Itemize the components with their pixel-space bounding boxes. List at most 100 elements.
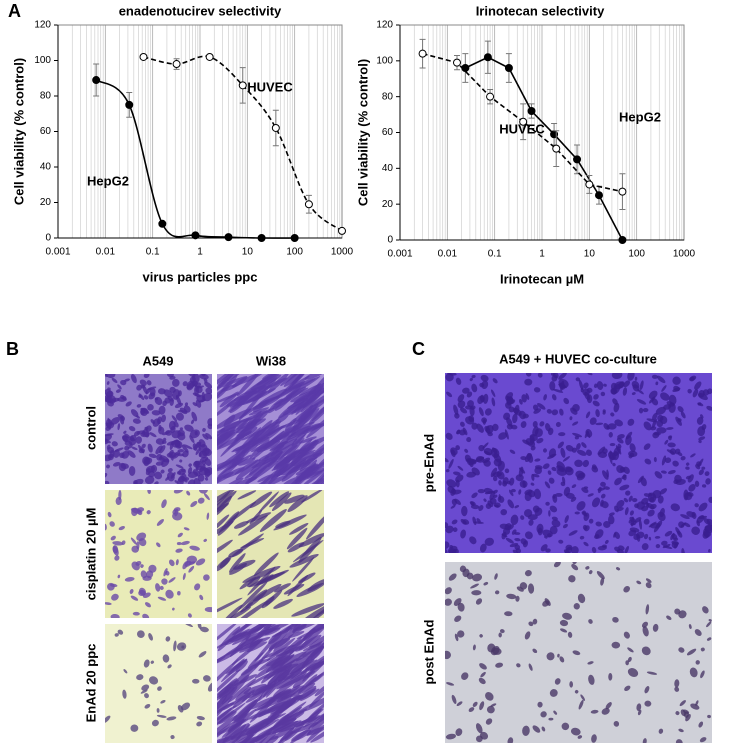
cell xyxy=(498,432,507,440)
cell xyxy=(504,523,512,531)
cell xyxy=(698,436,706,441)
cell xyxy=(267,668,287,685)
y-tick-label: 120 xyxy=(34,20,51,31)
cell xyxy=(702,389,710,396)
cell xyxy=(476,518,481,523)
cell xyxy=(167,664,172,669)
cell xyxy=(110,614,120,618)
cell xyxy=(256,425,285,446)
cell xyxy=(142,613,150,618)
cell xyxy=(600,481,606,487)
cell xyxy=(540,544,548,552)
cell xyxy=(655,543,661,549)
x-tick-label: 10 xyxy=(242,247,254,258)
cell xyxy=(467,400,475,408)
cell xyxy=(520,515,525,520)
row-label: pre-EnAd xyxy=(421,434,436,493)
cell xyxy=(524,453,532,463)
data-point xyxy=(205,52,214,61)
cell xyxy=(470,583,480,589)
cell xyxy=(235,660,248,673)
cell xyxy=(128,426,136,432)
cell xyxy=(614,419,624,427)
cell xyxy=(189,429,200,439)
cell xyxy=(229,390,257,408)
cell xyxy=(583,541,589,547)
cell xyxy=(217,669,241,696)
cell xyxy=(536,438,544,444)
cell xyxy=(159,445,166,454)
cell xyxy=(645,604,650,615)
cell xyxy=(217,374,235,387)
cell xyxy=(454,412,460,419)
cell xyxy=(168,449,174,457)
cell xyxy=(131,446,138,451)
cell xyxy=(705,478,711,485)
cell xyxy=(471,383,478,393)
cell xyxy=(175,394,179,398)
cell xyxy=(147,490,151,494)
cell xyxy=(240,624,277,637)
cell xyxy=(451,519,458,525)
cell xyxy=(492,475,498,482)
cell xyxy=(518,489,522,495)
cell xyxy=(183,624,193,627)
cell xyxy=(572,650,581,656)
cell xyxy=(480,731,489,740)
cell xyxy=(571,563,579,571)
x-tick-label: 100 xyxy=(286,247,303,258)
cells xyxy=(445,562,712,743)
cell xyxy=(172,607,175,611)
cell xyxy=(631,392,636,396)
cell xyxy=(198,374,209,380)
cell xyxy=(624,685,631,692)
y-tick-label: 60 xyxy=(382,127,394,138)
cell xyxy=(195,462,199,471)
cell xyxy=(307,579,324,592)
cell xyxy=(602,410,606,415)
series-label: HUVEC xyxy=(247,79,293,94)
y-tick-label: 0 xyxy=(45,233,51,244)
cell xyxy=(452,527,458,533)
series-line xyxy=(464,56,624,241)
cell xyxy=(184,424,194,432)
cell xyxy=(196,394,206,403)
data-point xyxy=(271,123,280,132)
cell xyxy=(289,523,309,535)
cell xyxy=(697,426,706,437)
cell xyxy=(551,409,559,416)
cell xyxy=(643,518,650,525)
cell xyxy=(532,618,538,625)
cell xyxy=(637,709,642,716)
cell xyxy=(133,430,140,437)
cell xyxy=(160,699,166,704)
cell xyxy=(600,391,606,397)
cell xyxy=(235,427,262,455)
cell xyxy=(520,421,527,428)
cell xyxy=(239,577,257,590)
x-tick-label: 0.1 xyxy=(488,249,502,260)
cell xyxy=(168,559,175,567)
cell xyxy=(221,384,238,392)
cell xyxy=(154,471,163,480)
cell xyxy=(632,384,640,392)
micrograph xyxy=(445,562,712,743)
data-point xyxy=(483,53,492,62)
cell xyxy=(557,441,564,449)
cell xyxy=(484,537,495,546)
cell xyxy=(136,532,147,542)
cell xyxy=(140,408,146,415)
cell xyxy=(124,378,130,382)
x-tick-label: 100 xyxy=(628,249,645,260)
cell xyxy=(240,601,254,613)
cell xyxy=(271,654,295,669)
cell xyxy=(229,439,261,464)
cell xyxy=(583,382,589,389)
cell xyxy=(177,705,184,713)
cell xyxy=(106,390,114,398)
cell xyxy=(664,439,669,445)
cell xyxy=(472,701,478,707)
cell xyxy=(105,433,114,437)
cell xyxy=(540,711,547,718)
cell xyxy=(249,491,273,509)
